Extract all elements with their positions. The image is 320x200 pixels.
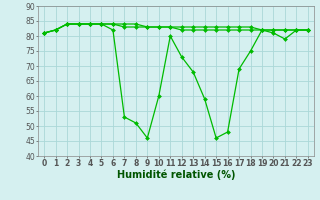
X-axis label: Humidité relative (%): Humidité relative (%) — [117, 170, 235, 180]
